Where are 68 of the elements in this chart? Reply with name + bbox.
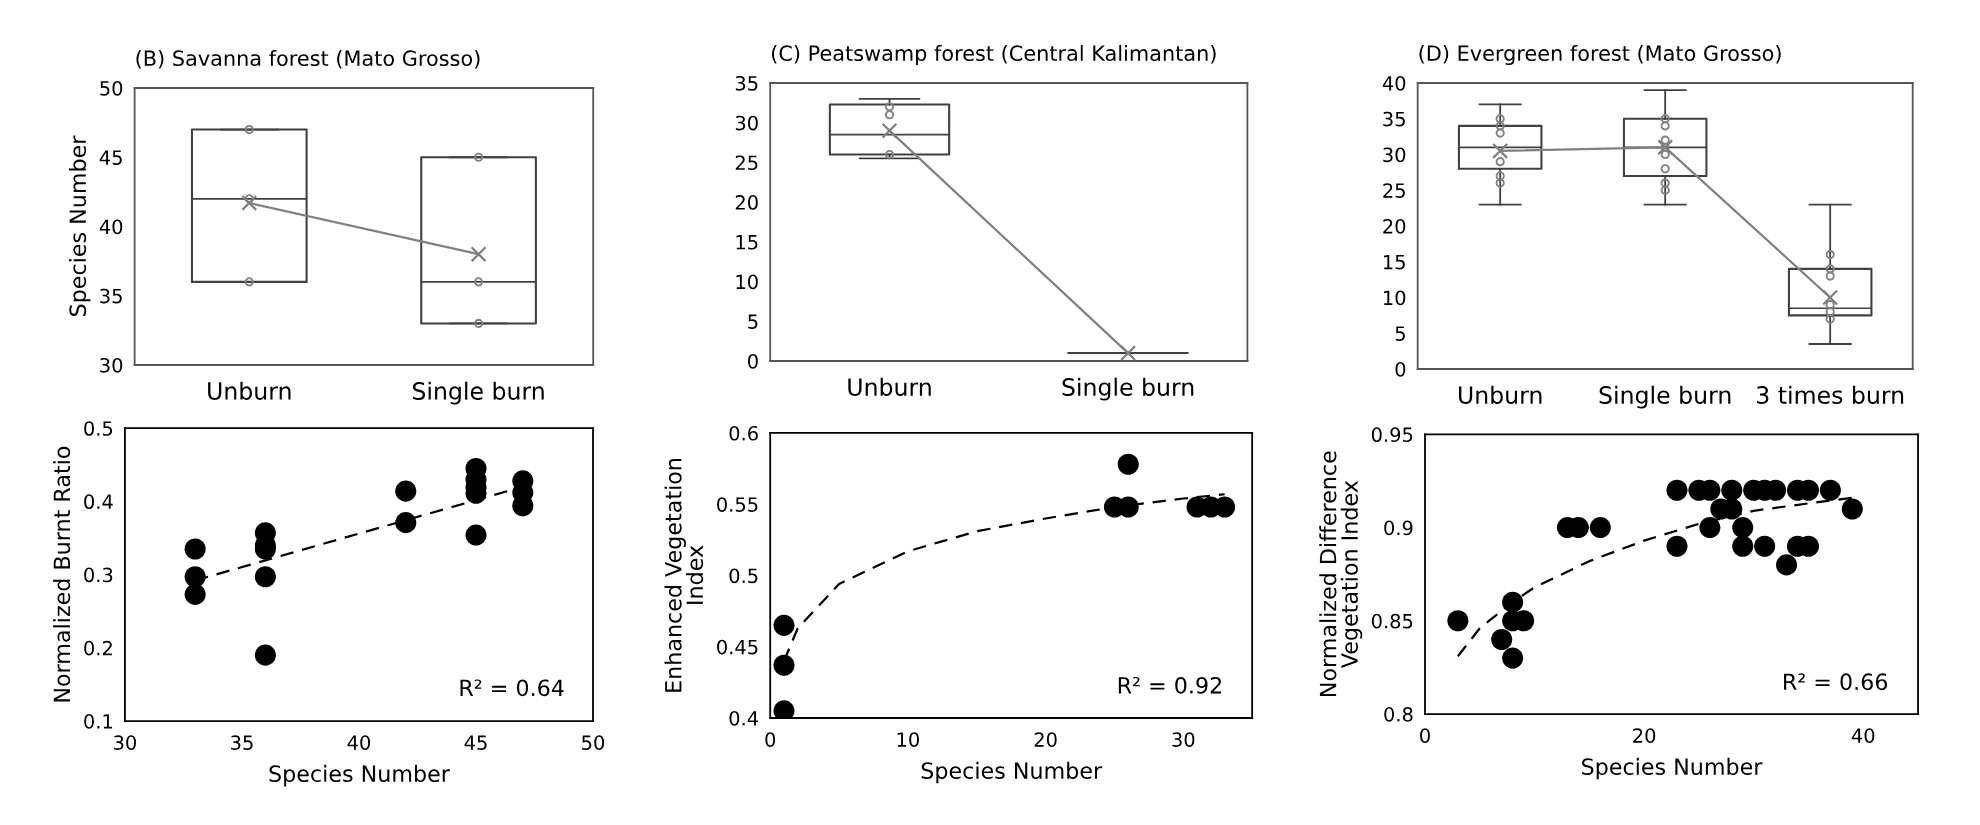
x-tick-label: 0 [1420, 728, 1430, 743]
y-tick-label: 15 [736, 235, 758, 250]
y-tick-label: 45 [99, 150, 122, 165]
y-tick-label: 0.2 [84, 640, 112, 656]
y-tick-label: 35 [100, 288, 122, 304]
x-tick-label: 10 [897, 732, 919, 747]
x-tick-label: Unburn [1459, 385, 1542, 404]
y-tick-label: 5 [1395, 326, 1405, 341]
y-axis-title: Species Number [68, 135, 91, 316]
x-tick-label: 50 [582, 735, 605, 750]
y-tick-label: 0.5 [84, 421, 113, 436]
y-axis-title: Enhanced Vegetation Index [664, 458, 704, 692]
y-tick-label: 0.6 [729, 425, 758, 441]
y-tick-label: 30 [1383, 147, 1406, 163]
x-tick-label: 3 times burn [1757, 385, 1904, 404]
y-tick-label: 0.1 [84, 714, 113, 729]
y-tick-label: 0.3 [84, 567, 113, 583]
chart-title: (C) Peatswamp forest (Central Kalimantan) [772, 44, 1216, 66]
y-tick-label: 0.4 [84, 494, 113, 510]
x-tick-label: 40 [347, 735, 371, 750]
y-tick-label: 10 [1383, 290, 1406, 306]
x-tick-label: 35 [231, 735, 253, 750]
x-axis-title: Species Number [921, 761, 1103, 784]
y-tick-label: 40 [99, 219, 123, 235]
y-tick-label: 25 [735, 155, 758, 171]
x-tick-label: 40 [1851, 728, 1875, 743]
x-tick-label: 20 [1034, 732, 1057, 747]
y-tick-label: 25 [1383, 183, 1405, 198]
y-tick-label: 35 [735, 75, 758, 91]
y-tick-label: 20 [735, 195, 758, 210]
annotation: R² = 0.64 [460, 679, 564, 697]
x-tick-label: 45 [464, 735, 487, 750]
y-tick-label: 0.8 [1384, 706, 1413, 722]
x-tick-label: 20 [1633, 728, 1656, 743]
x-axis-title: Species Number [269, 764, 450, 787]
y-tick-label: 15 [1383, 254, 1405, 270]
y-tick-label: 0 [1395, 361, 1406, 377]
y-tick-label: 20 [1383, 218, 1406, 234]
x-tick-label: Unburn [848, 377, 931, 396]
x-tick-label: 30 [114, 735, 137, 750]
y-tick-label: 0 [748, 353, 758, 369]
y-axis-title: Normalized Burnt Ratio [53, 446, 71, 702]
annotation: R² = 0.66 [1784, 673, 1888, 691]
x-tick-label: Single burn [1599, 385, 1731, 409]
y-tick-label: 0.95 [1371, 427, 1413, 443]
y-tick-label: 0.4 [729, 710, 759, 726]
chart-title: (B) Savanna forest (Mato Grosso) [136, 49, 480, 69]
y-tick-label: 50 [100, 80, 123, 96]
x-axis-title: Species Number [1582, 757, 1763, 780]
y-tick-label: 40 [1382, 75, 1406, 91]
y-tick-label: 30 [735, 115, 758, 131]
y-tick-label: 0.9 [1384, 520, 1413, 536]
y-tick-label: 35 [1383, 111, 1405, 127]
x-tick-label: 30 [1172, 732, 1195, 747]
annotation: R² = 0.92 [1118, 676, 1222, 694]
chart-title: (D) Evergreen forest (Mato Grosso) [1419, 44, 1781, 66]
x-tick-label: Single burn [1062, 377, 1194, 401]
y-tick-label: 10 [736, 274, 758, 290]
x-tick-label: 0 [765, 732, 776, 747]
y-tick-label: 0.85 [1371, 613, 1413, 629]
y-tick-label: 30 [100, 357, 123, 373]
y-tick-label: 0.45 [717, 639, 758, 655]
x-tick-label: Single burn [412, 381, 544, 405]
x-tick-label: Unburn [208, 381, 291, 400]
y-tick-label: 5 [748, 314, 758, 329]
y-axis-title: Normalized Difference Vegetation Index [1319, 451, 1363, 697]
y-tick-label: 0.55 [717, 497, 758, 512]
y-tick-label: 0.5 [729, 568, 758, 584]
